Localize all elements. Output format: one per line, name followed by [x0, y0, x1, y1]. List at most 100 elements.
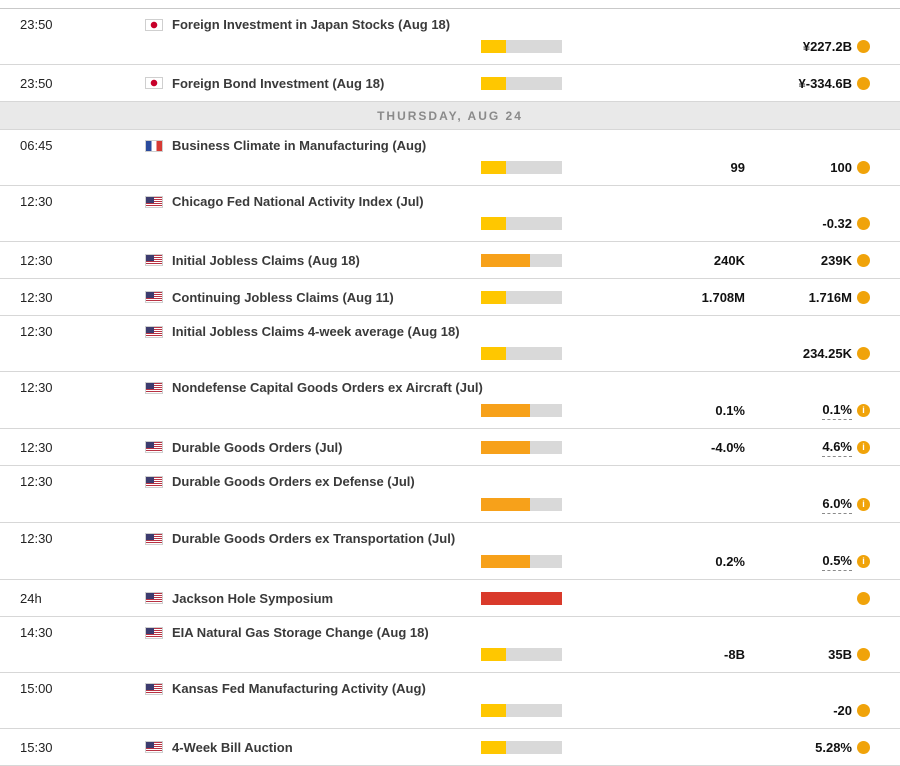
event-time: 12:30 — [20, 289, 53, 305]
revision-info-icon[interactable] — [857, 217, 870, 230]
united-states-flag — [145, 325, 163, 338]
day-header-label: THURSDAY, AUG 24 — [377, 108, 523, 123]
importance-bar-icon — [481, 253, 562, 267]
revision-info-icon[interactable]: i — [857, 403, 870, 417]
calendar-event-row[interactable]: 12:30 Continuing Jobless Claims (Aug 11)… — [0, 279, 900, 316]
united-states-flag — [145, 532, 163, 545]
calendar-event-row[interactable]: 12:30 Chicago Fed National Activity Inde… — [0, 186, 900, 242]
revision-info-icon[interactable] — [857, 704, 870, 717]
importance-bar-fill — [481, 217, 507, 230]
calendar-event-row[interactable]: 12:30 Initial Jobless Claims (Aug 18) 24… — [0, 242, 900, 279]
united-states-flag — [145, 381, 163, 394]
previous-value-text: -0.32 — [822, 216, 852, 231]
calendar-event-row[interactable]: 23:50 Foreign Bond Investment (Aug 18) ¥… — [0, 65, 900, 102]
event-title[interactable]: Durable Goods Orders ex Transportation (… — [172, 531, 456, 546]
calendar-event-row[interactable]: 12:30 Durable Goods Orders ex Defense (J… — [0, 466, 900, 523]
previous-value-text: ¥-334.6B — [798, 75, 852, 91]
event-time: 12:30 — [20, 474, 53, 489]
calendar-rows: 23:50 Foreign Investment in Japan Stocks… — [0, 9, 900, 766]
event-time: 14:30 — [20, 625, 53, 640]
importance-bar-icon — [481, 161, 562, 174]
event-time: 23:50 — [20, 17, 53, 32]
united-states-flag — [145, 592, 163, 604]
revision-info-icon[interactable] — [857, 591, 870, 605]
event-title[interactable]: 4-Week Bill Auction — [172, 739, 293, 755]
united-states-flag — [145, 291, 163, 303]
event-title[interactable]: Initial Jobless Claims (Aug 18) — [172, 252, 360, 268]
importance-bar-fill — [481, 740, 507, 754]
calendar-event-row[interactable]: 12:30 Nondefense Capital Goods Orders ex… — [0, 372, 900, 429]
importance-bar-icon — [481, 497, 562, 511]
importance-bar-fill — [481, 403, 530, 417]
importance-bar-fill — [481, 290, 507, 304]
united-states-flag — [145, 741, 163, 753]
importance-bar-icon — [481, 40, 562, 53]
revision-info-icon[interactable] — [857, 76, 870, 90]
importance-bar-icon — [481, 76, 562, 90]
event-title[interactable]: Durable Goods Orders (Jul) — [172, 439, 343, 455]
importance-bar-fill — [481, 497, 530, 511]
calendar-event-row[interactable]: 15:30 4-Week Bill Auction 5.28% — [0, 729, 900, 766]
previous-value: 6.0% i — [745, 494, 900, 514]
previous-value: 35B — [745, 645, 900, 664]
united-states-flag — [145, 626, 163, 639]
event-title[interactable]: Continuing Jobless Claims (Aug 11) — [172, 289, 394, 305]
previous-value-text: 4.6% — [822, 437, 852, 457]
previous-value-text: 234.25K — [802, 346, 852, 361]
previous-value-text: -20 — [833, 703, 852, 718]
revision-info-icon[interactable] — [857, 740, 870, 754]
event-title[interactable]: Durable Goods Orders ex Defense (Jul) — [172, 474, 415, 489]
revision-info-icon[interactable] — [857, 290, 870, 304]
importance-bar-fill — [481, 554, 530, 568]
importance-bar-icon — [481, 591, 562, 605]
importance-bar-fill — [481, 648, 507, 661]
calendar-event-row[interactable]: 12:30 Initial Jobless Claims 4-week aver… — [0, 316, 900, 372]
event-title[interactable]: Initial Jobless Claims 4-week average (A… — [172, 324, 460, 339]
previous-value-text: 0.5% — [822, 551, 852, 571]
importance-bar-icon — [481, 740, 562, 754]
revision-info-icon[interactable] — [857, 347, 870, 360]
calendar-event-row[interactable]: 15:00 Kansas Fed Manufacturing Activity … — [0, 673, 900, 729]
event-title[interactable]: Foreign Bond Investment (Aug 18) — [172, 75, 385, 91]
calendar-event-row[interactable]: 12:30 Durable Goods Orders ex Transporta… — [0, 523, 900, 580]
united-states-flag — [145, 682, 163, 695]
event-time: 12:30 — [20, 380, 53, 395]
previous-value-text: 239K — [820, 252, 852, 268]
calendar-event-row[interactable]: 24h Jackson Hole Symposium — [0, 580, 900, 617]
calendar-event-row[interactable]: 23:50 Foreign Investment in Japan Stocks… — [0, 9, 900, 65]
previous-value: 4.6% i — [745, 437, 900, 457]
event-time: 23:50 — [20, 75, 53, 91]
event-title[interactable]: Nondefense Capital Goods Orders ex Aircr… — [172, 380, 483, 395]
revision-info-icon[interactable] — [857, 253, 870, 267]
event-title[interactable]: Jackson Hole Symposium — [172, 590, 334, 606]
consensus-value: 0.2% — [715, 553, 745, 569]
revision-info-icon[interactable] — [857, 40, 870, 53]
revision-info-icon[interactable]: i — [857, 440, 870, 454]
event-time: 24h — [20, 590, 42, 606]
previous-value — [745, 591, 900, 605]
calendar-event-row[interactable]: 14:30 EIA Natural Gas Storage Change (Au… — [0, 617, 900, 673]
event-title[interactable]: Chicago Fed National Activity Index (Jul… — [172, 194, 424, 209]
event-title[interactable]: Business Climate in Manufacturing (Aug) — [172, 138, 427, 153]
revision-info-icon[interactable]: i — [857, 554, 870, 568]
revision-info-icon[interactable] — [857, 161, 870, 174]
previous-value: 0.1% i — [745, 400, 900, 420]
consensus-value: -8B — [724, 647, 745, 662]
revision-info-icon[interactable] — [857, 648, 870, 661]
previous-value-text: 35B — [828, 647, 852, 662]
revision-info-icon[interactable]: i — [857, 497, 870, 511]
event-time: 12:30 — [20, 194, 53, 209]
event-time: 15:30 — [20, 739, 53, 755]
event-title[interactable]: EIA Natural Gas Storage Change (Aug 18) — [172, 625, 429, 640]
importance-bar-fill — [481, 440, 530, 454]
event-time: 06:45 — [20, 138, 53, 153]
importance-bar-icon — [481, 704, 562, 717]
event-time: 12:30 — [20, 252, 53, 268]
calendar-event-row[interactable]: 12:30 Durable Goods Orders (Jul) -4.0% 4… — [0, 429, 900, 466]
calendar-event-row[interactable]: 06:45 Business Climate in Manufacturing … — [0, 130, 900, 186]
importance-bar-icon — [481, 347, 562, 360]
event-title[interactable]: Kansas Fed Manufacturing Activity (Aug) — [172, 681, 426, 696]
day-header: THURSDAY, AUG 24 — [0, 102, 900, 130]
importance-bar-fill — [481, 253, 530, 267]
event-title[interactable]: Foreign Investment in Japan Stocks (Aug … — [172, 17, 451, 32]
